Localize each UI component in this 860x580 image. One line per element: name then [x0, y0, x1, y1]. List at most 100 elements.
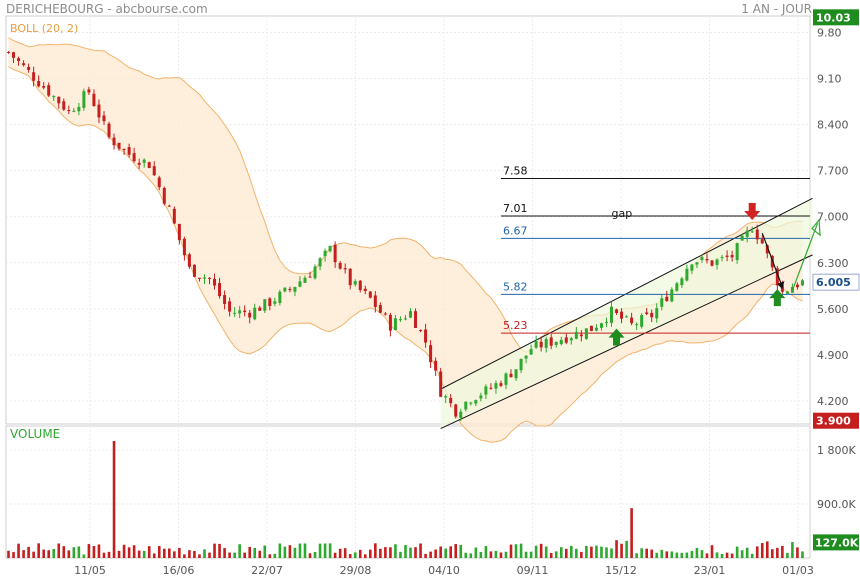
- volume-bar: [374, 543, 377, 558]
- candle-body: [122, 149, 126, 151]
- volume-bar: [479, 551, 483, 558]
- candle-body: [368, 291, 372, 298]
- volume-bar: [454, 544, 458, 558]
- x-tick-label: 22/07: [251, 564, 283, 577]
- x-tick-label: 11/05: [74, 564, 106, 577]
- candle-body: [610, 306, 614, 323]
- candle-body: [132, 153, 136, 162]
- candle-body: [62, 101, 66, 110]
- candle-body: [37, 81, 41, 87]
- volume-bar: [333, 552, 337, 558]
- x-tick-label: 29/08: [340, 564, 372, 577]
- candle-body: [273, 301, 277, 304]
- candle-body: [137, 162, 141, 165]
- candle-body: [263, 299, 267, 311]
- volume-bar: [750, 553, 754, 558]
- volume-bar: [740, 550, 744, 558]
- candle-body: [700, 257, 704, 260]
- candle-body: [238, 310, 242, 314]
- volume-bar: [293, 547, 297, 558]
- volume-bar: [730, 553, 734, 558]
- candle-body: [449, 398, 453, 404]
- candle-body: [524, 355, 528, 359]
- volume-bar: [575, 548, 578, 558]
- volume-last-badge: [813, 534, 859, 551]
- candle-body: [469, 402, 473, 404]
- volume-bar: [796, 547, 799, 558]
- candle-body: [429, 345, 433, 363]
- candle-body: [72, 110, 76, 112]
- candle-body: [775, 268, 779, 286]
- candle-body: [444, 396, 448, 398]
- volume-bar: [218, 543, 221, 558]
- candle-body: [645, 312, 649, 314]
- candle-body: [102, 115, 106, 122]
- candle-body: [715, 259, 719, 265]
- volume-bar: [404, 545, 407, 558]
- volume-bar: [389, 547, 392, 558]
- sell-arrow: [744, 203, 761, 220]
- gap-label: gap: [612, 207, 633, 220]
- volume-bar: [524, 551, 528, 558]
- candle-body: [22, 63, 26, 66]
- candle-body: [308, 276, 312, 278]
- candle-body: [514, 369, 518, 379]
- volume-bar: [630, 508, 633, 558]
- volume-bar: [328, 543, 332, 558]
- bollinger-lower: [8, 66, 803, 443]
- candle-body: [705, 258, 709, 261]
- candle-body: [253, 307, 257, 320]
- volume-bar: [655, 552, 659, 558]
- candle-body: [258, 307, 262, 311]
- candle-body: [730, 254, 734, 258]
- candle-body: [650, 312, 654, 318]
- candle-body: [162, 187, 166, 204]
- volume-bar: [539, 543, 543, 558]
- drop-arrow-line: [761, 232, 783, 288]
- volume-bar: [529, 551, 533, 558]
- candle-body: [414, 311, 418, 328]
- volume-bar: [765, 541, 769, 558]
- volume-bar: [464, 552, 468, 558]
- candle-body: [67, 110, 71, 112]
- target-arrow-head: [811, 218, 821, 237]
- y-tick-label: 4.200: [817, 395, 849, 408]
- volume-bar: [208, 552, 211, 558]
- volume-bar: [278, 543, 282, 558]
- volume-bar: [243, 552, 246, 558]
- volume-bar: [353, 552, 357, 558]
- candle-body: [785, 291, 789, 294]
- volume-bar: [685, 552, 689, 558]
- candle-body: [353, 281, 357, 285]
- candle-body: [494, 383, 498, 389]
- level-label: 7.58: [503, 165, 528, 178]
- target-arrow-line: [791, 223, 819, 291]
- volume-bar: [32, 551, 35, 558]
- volume-bar: [323, 543, 327, 558]
- candle-body: [454, 404, 458, 417]
- volume-bar: [157, 546, 161, 558]
- y-tick-label: 5.600: [817, 303, 849, 316]
- candle-body: [640, 315, 644, 327]
- candle-body: [615, 309, 619, 313]
- candle-body: [393, 318, 397, 331]
- x-tick-label: 16/06: [163, 564, 195, 577]
- volume-bar: [414, 547, 417, 558]
- candle-body: [604, 321, 608, 323]
- candle-body: [27, 66, 31, 70]
- candle-body: [504, 373, 508, 385]
- candle-body: [680, 278, 684, 286]
- buy-arrow: [608, 328, 625, 346]
- candle-body: [630, 317, 634, 324]
- volume-bar: [429, 551, 432, 558]
- candle-body: [499, 383, 503, 386]
- volume-bar: [263, 545, 267, 558]
- volume-bar: [52, 548, 56, 558]
- candle-body: [298, 281, 302, 287]
- volume-bar: [434, 549, 437, 558]
- candle-body: [112, 137, 116, 146]
- volume-bar: [37, 543, 40, 558]
- candle-body: [574, 331, 578, 339]
- volume-bar: [745, 547, 749, 558]
